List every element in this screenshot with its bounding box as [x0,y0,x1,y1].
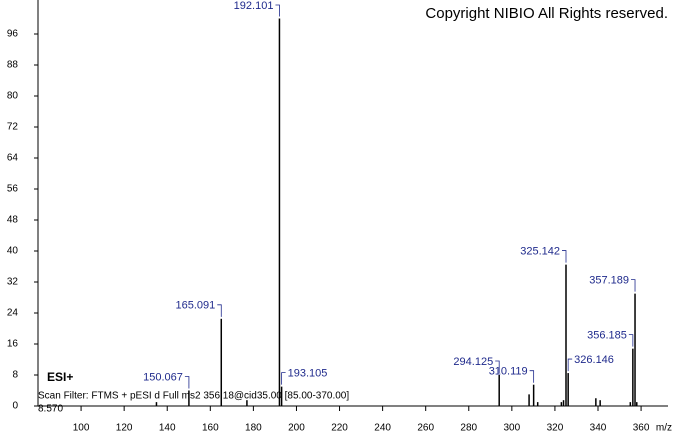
x-tick-label: 280 [460,423,477,434]
copyright: Copyright NIBIO All Rights reserved. [425,5,668,22]
y-tick-label: 96 [7,29,19,40]
scan-filter: Scan Filter: FTMS + pESI d Full ms2 356.… [38,391,349,402]
peak-label: 325.142 [520,245,560,257]
x-tick-label: 360 [633,423,650,434]
y-tick-label: 24 [7,308,19,319]
x-tick-label: 340 [590,423,607,434]
y-tick-label: 48 [7,215,19,226]
x-tick-label: 100 [73,423,90,434]
y-tick-label: 16 [7,339,19,350]
y-tick-label: 8 [12,370,18,381]
x-tick-label: 120 [116,423,133,434]
y-tick-label: 40 [7,246,19,257]
label-bracket [628,334,634,347]
x-tick-label: 320 [547,423,564,434]
label-bracket [495,360,500,373]
y-tick-label: 88 [7,60,19,71]
peak-label: 357.189 [589,275,629,287]
y-tick-label: 0 [12,401,18,412]
label-bracket [561,250,567,263]
x-tick-label: 260 [417,423,434,434]
peak-label: 165.091 [176,300,216,312]
peak-label: 310.119 [489,366,528,378]
y-tick-label: 64 [7,153,19,164]
x-tick-label: 140 [159,423,176,434]
label-bracket [631,279,636,292]
label-bracket [275,4,280,17]
ionization: ESI+ [47,370,73,384]
x-tick-label: 300 [504,423,521,434]
peak-label: 193.105 [288,368,328,380]
y-tick-label: 72 [7,122,19,133]
peak-label: 192.101 [234,0,274,12]
y-tick-label: 80 [7,91,19,102]
label-bracket [529,370,535,383]
x-tick-label: 160 [202,423,219,434]
x-tick-label: 180 [245,423,262,434]
y-tick-label: 32 [7,277,19,288]
peak-label: 150.067 [143,371,183,383]
x-tick-label: 240 [374,423,391,434]
x-axis-label: m/z [656,423,672,434]
label-bracket [217,304,222,317]
x-tick-label: 200 [288,423,305,434]
label-bracket [184,376,190,389]
x-tick-label: 220 [331,423,348,434]
peak-label: 294.125 [453,356,493,368]
y-tick-label: 56 [7,184,19,195]
retention-time: 8.570 [38,404,63,415]
label-bracket [281,372,286,385]
label-bracket [567,358,573,372]
peak-label: 356.185 [587,330,627,342]
peak-label: 326.146 [574,354,614,366]
